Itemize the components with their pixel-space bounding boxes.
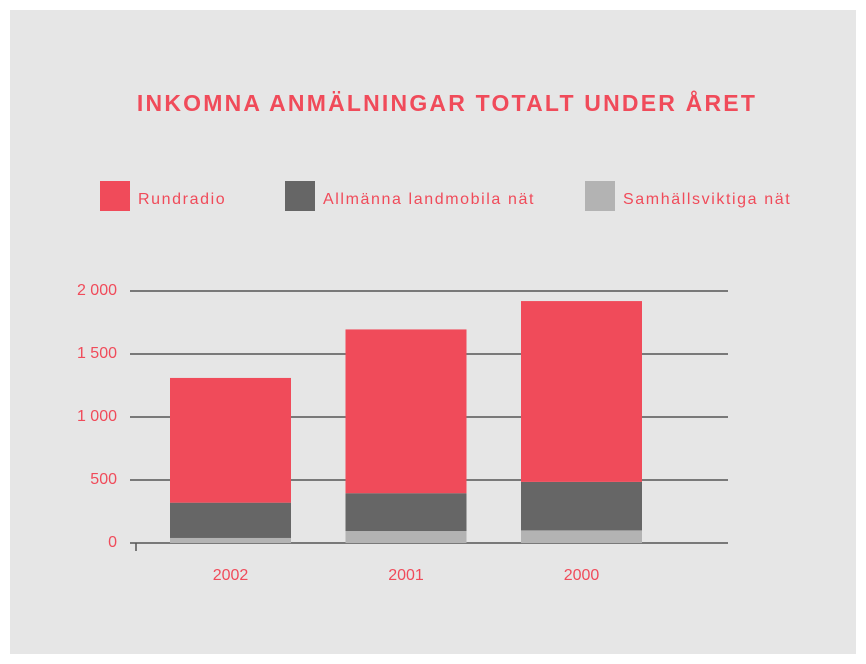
legend-swatch <box>285 181 315 211</box>
legend-swatch <box>585 181 615 211</box>
y-tick-label: 1 000 <box>77 408 117 425</box>
bar-segment <box>170 537 291 543</box>
x-tick-label: 2002 <box>213 567 249 584</box>
bar-segment <box>170 502 291 538</box>
chart-title: INKOMNA ANMÄLNINGAR TOTALT UNDER ÅRET <box>137 89 757 116</box>
legend-label: Samhällsviktiga nät <box>623 191 791 208</box>
y-tick-label: 0 <box>108 534 117 551</box>
legend-label: Rundradio <box>138 191 226 208</box>
bar-segment <box>521 530 642 543</box>
x-tick-label: 2001 <box>388 567 424 584</box>
bar-segment <box>521 301 642 482</box>
bar-segment <box>345 493 467 532</box>
legend-label: Allmänna landmobila nät <box>323 191 535 208</box>
y-tick-label: 1 500 <box>77 345 117 362</box>
legend-swatch <box>100 181 130 211</box>
y-tick-label: 2 000 <box>77 282 117 299</box>
bar-segment <box>521 481 642 531</box>
x-tick-label: 2000 <box>564 567 600 584</box>
bar-segment <box>345 329 467 494</box>
bar-segment <box>170 377 291 503</box>
y-tick-label: 500 <box>90 471 117 488</box>
bar-segment <box>345 531 467 543</box>
